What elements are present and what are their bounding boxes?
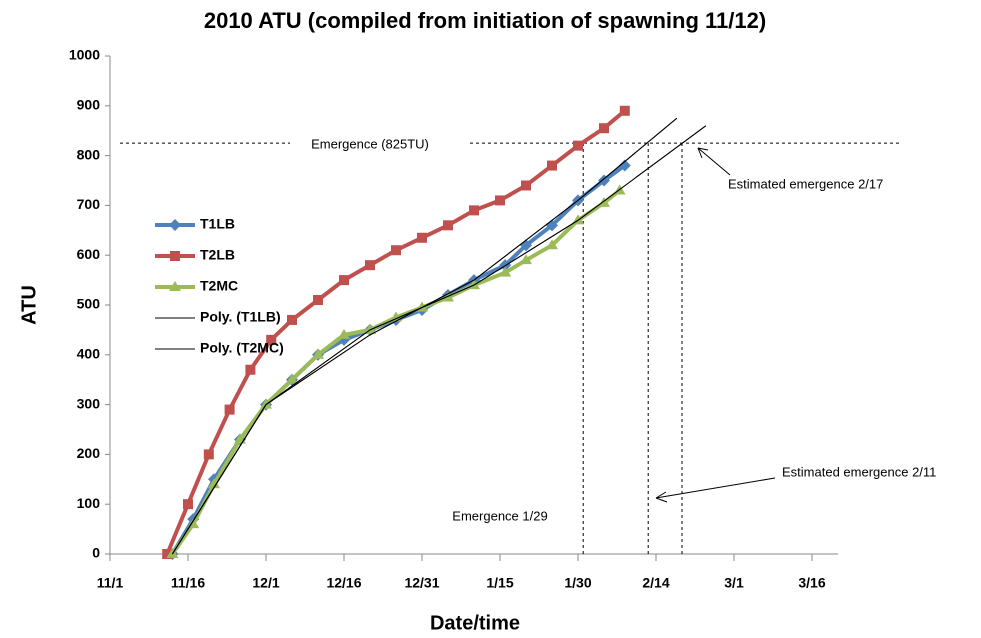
marker xyxy=(547,160,557,171)
annotation: Estimated emergence 2/11 xyxy=(782,464,936,479)
y-tick-label: 400 xyxy=(77,346,101,362)
marker xyxy=(619,105,630,116)
legend-label: Poly. (T1LB) xyxy=(200,309,281,325)
x-tick-label: 11/16 xyxy=(171,575,205,591)
arrow xyxy=(655,477,776,499)
series-line xyxy=(170,163,626,556)
y-tick-label: 800 xyxy=(77,146,101,162)
marker xyxy=(520,254,532,265)
legend-label: T2MC xyxy=(200,278,238,294)
legend-marker xyxy=(169,219,181,231)
marker xyxy=(573,140,583,151)
y-tick-label: 500 xyxy=(77,296,101,312)
marker xyxy=(365,260,375,271)
marker xyxy=(443,220,453,231)
marker xyxy=(245,364,256,375)
x-tick-label: 11/1 xyxy=(97,575,124,591)
legend-marker xyxy=(170,251,180,261)
annotation: Emergence (825TU) xyxy=(311,137,429,152)
arrow-head xyxy=(655,491,668,503)
legend-label: Poly. (T2MC) xyxy=(200,340,284,356)
marker xyxy=(260,398,272,409)
y-tick-label: 200 xyxy=(77,445,101,461)
marker xyxy=(287,314,297,325)
annotation: Estimated emergence 2/17 xyxy=(728,176,883,191)
x-axis-title: Date/time xyxy=(430,612,520,634)
marker xyxy=(208,478,220,489)
marker xyxy=(339,275,349,286)
marker xyxy=(499,266,512,277)
x-tick-label: 3/1 xyxy=(724,575,744,591)
y-axis-title: ATU xyxy=(18,285,40,325)
y-tick-label: 1000 xyxy=(69,47,100,63)
marker xyxy=(598,174,610,187)
legend-label: T1LB xyxy=(200,216,235,232)
series-line xyxy=(165,109,627,555)
arrow-head xyxy=(697,147,709,159)
legend-label: T2LB xyxy=(200,247,235,263)
y-tick-label: 100 xyxy=(77,495,101,511)
y-tick-label: 900 xyxy=(77,97,101,113)
x-tick-label: 1/30 xyxy=(564,575,591,591)
marker xyxy=(417,232,427,243)
legend-marker xyxy=(169,281,181,291)
x-tick-label: 12/16 xyxy=(326,575,361,591)
y-tick-label: 300 xyxy=(77,395,101,411)
marker xyxy=(495,195,505,206)
x-tick-label: 2/14 xyxy=(642,575,669,591)
marker xyxy=(469,205,479,216)
marker xyxy=(390,311,402,322)
x-tick-label: 3/16 xyxy=(798,575,825,591)
marker xyxy=(521,180,531,191)
x-tick-label: 1/15 xyxy=(486,575,513,591)
chart-title: 2010 ATU (compiled from initiation of sp… xyxy=(204,8,766,33)
marker xyxy=(546,239,558,250)
x-tick-label: 12/31 xyxy=(404,575,439,591)
marker xyxy=(391,245,401,256)
marker xyxy=(598,196,610,207)
marker xyxy=(338,328,350,339)
marker xyxy=(364,323,376,334)
y-tick-label: 600 xyxy=(77,246,101,262)
marker xyxy=(266,334,277,345)
marker xyxy=(166,548,179,558)
marker xyxy=(618,159,631,172)
annotation: Emergence 1/29 xyxy=(452,508,547,523)
y-tick-label: 0 xyxy=(92,545,100,561)
trend-line xyxy=(171,125,707,555)
x-tick-label: 12/1 xyxy=(252,575,279,591)
marker xyxy=(224,404,235,415)
arrow xyxy=(697,147,731,176)
marker xyxy=(599,123,609,134)
marker xyxy=(313,295,323,306)
marker xyxy=(312,348,324,359)
marker xyxy=(162,549,173,559)
marker xyxy=(203,449,214,460)
marker xyxy=(286,373,298,384)
y-tick-label: 700 xyxy=(77,196,101,212)
marker xyxy=(183,499,193,510)
